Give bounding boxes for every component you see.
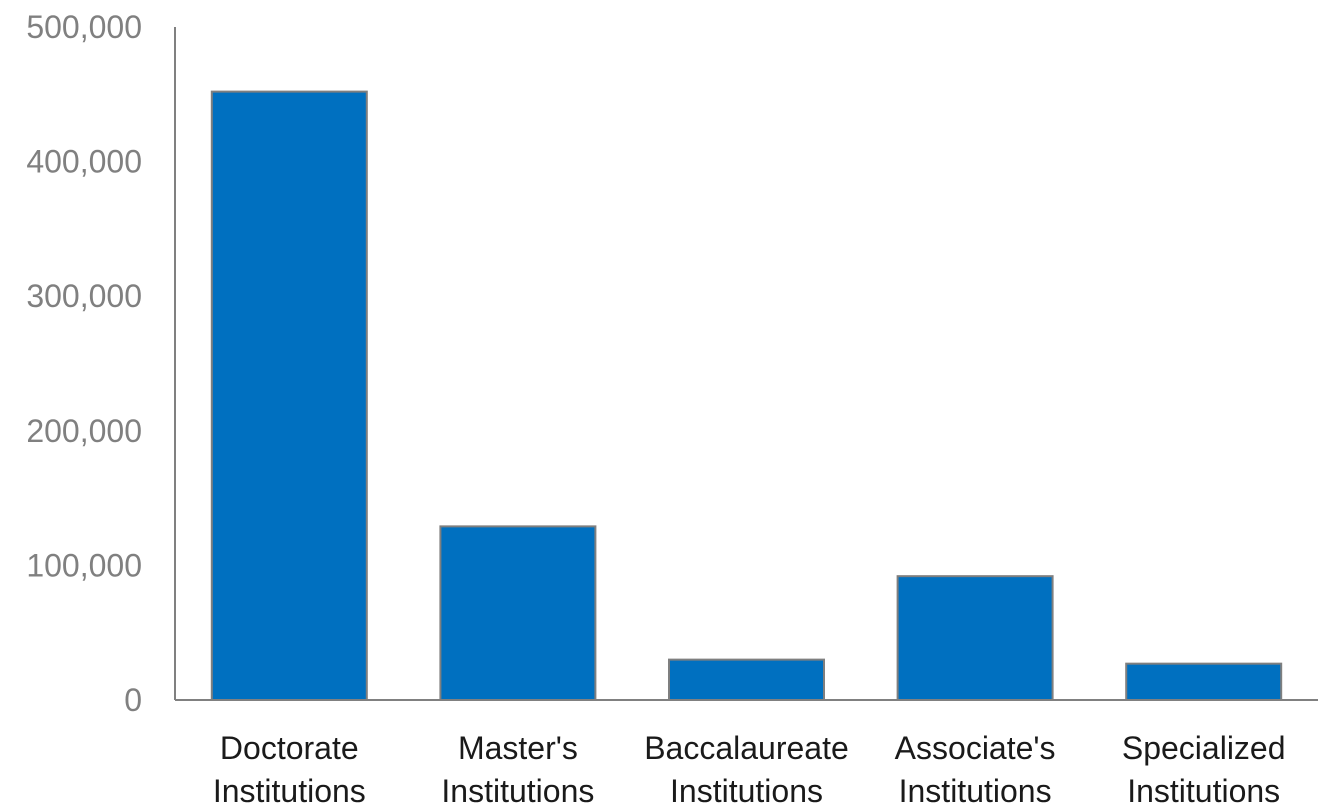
x-tick-label: Specialized Institutions	[1122, 730, 1286, 808]
x-tick-label: Baccalaureate Institutions	[644, 730, 849, 808]
bar	[210, 90, 368, 702]
x-tick-label: Doctorate Institutions	[213, 730, 366, 808]
y-axis: 0 100,000 200,000 300,000 400,000 500,000	[26, 9, 142, 718]
y-tick-label: 100,000	[26, 547, 142, 583]
x-axis-labels: Doctorate Institutions Master's Institution…	[213, 730, 1286, 808]
x-tick-label: Associate's Institutions	[895, 730, 1056, 808]
y-tick-label: 200,000	[26, 413, 142, 449]
bar	[668, 658, 825, 701]
bar	[439, 525, 597, 702]
bar	[1125, 662, 1283, 702]
y-tick-label: 500,000	[26, 9, 142, 45]
y-tick-label: 0	[124, 682, 142, 718]
y-tick-label: 300,000	[26, 278, 142, 314]
bar	[896, 575, 1054, 702]
bars	[210, 90, 1283, 702]
y-tick-label: 400,000	[26, 144, 142, 180]
x-tick-label: Master's Institutions	[441, 730, 594, 808]
